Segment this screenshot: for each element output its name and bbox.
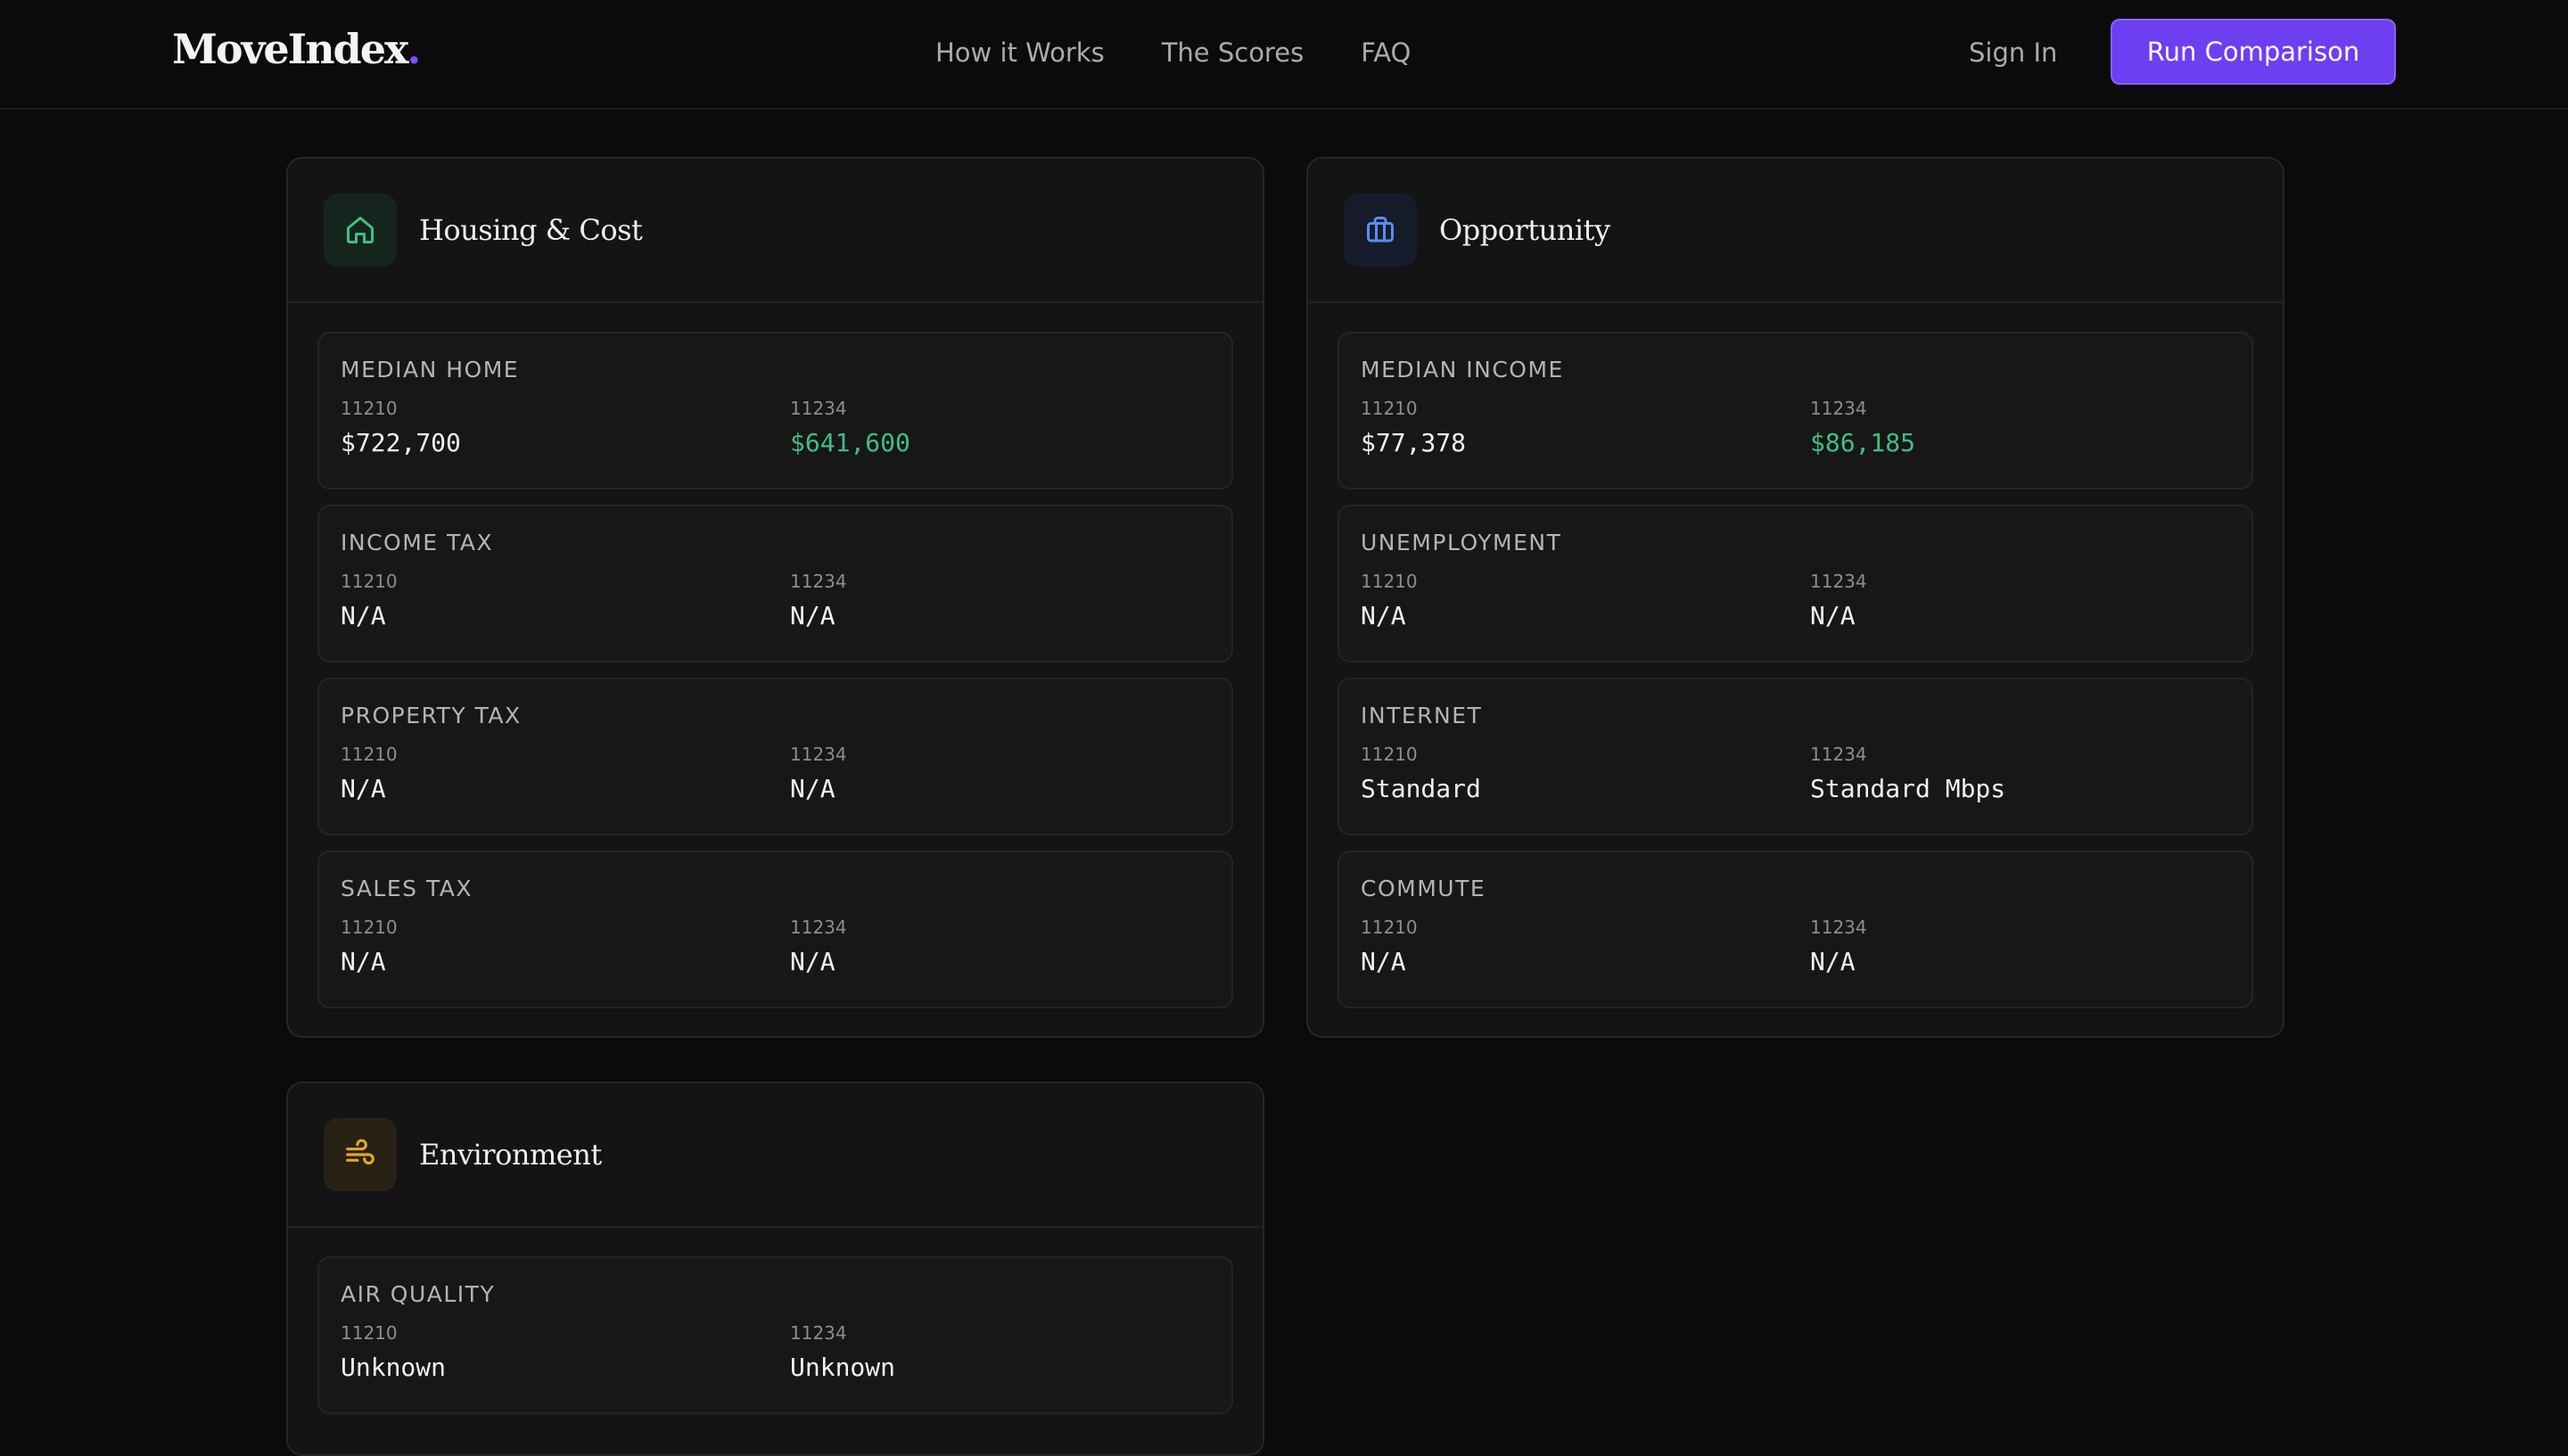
metric-value-a: N/A (1361, 601, 1406, 630)
metric-list: MEDIAN HOME 11210 $722,700 11234 $641,600 INC… (288, 303, 1263, 1008)
metric-value-a: N/A (341, 947, 386, 976)
zip-code-label: 11234 (790, 744, 847, 765)
zip-code-label: 11234 (1810, 917, 1867, 938)
metric-label: SALES TAX (341, 876, 473, 901)
card-title: Environment (419, 1138, 602, 1172)
wind-icon (324, 1118, 397, 1191)
zip-code-label: 11234 (790, 1322, 847, 1344)
zip-a-column: 11210 $722,700 (341, 398, 461, 457)
sign-in-link[interactable]: Sign In (1969, 37, 2058, 68)
zip-code-label: 11234 (790, 398, 847, 419)
zip-code-label: 11210 (1361, 917, 1418, 938)
zip-code-label: 11210 (341, 571, 398, 592)
metric-air-quality: AIR QUALITY 11210 Unknown 11234 Unknown (317, 1256, 1233, 1414)
zip-b-column: 11234 $86,185 (1810, 398, 1915, 457)
zip-code-label: 11210 (1361, 398, 1418, 419)
metric-value-a: N/A (1361, 947, 1406, 976)
home-icon (324, 193, 397, 267)
metric-sales-tax: SALES TAX 11210 N/A 11234 N/A (317, 851, 1233, 1008)
metric-value-b: N/A (1810, 601, 1856, 630)
zip-a-column: 11210 Unknown (341, 1322, 446, 1382)
metric-value-a: N/A (341, 774, 386, 803)
zip-code-label: 11234 (1810, 744, 1867, 765)
logo[interactable]: MoveIndex. (172, 25, 421, 73)
metric-median-income: MEDIAN INCOME 11210 $77,378 11234 $86,185 (1338, 332, 2253, 489)
zip-a-column: 11210 N/A (341, 571, 398, 630)
metric-value-b: Unknown (790, 1353, 896, 1382)
metric-income-tax: INCOME TAX 11210 N/A 11234 N/A (317, 505, 1233, 662)
metric-value-b: N/A (790, 947, 835, 976)
metric-list: MEDIAN INCOME 11210 $77,378 11234 $86,185 UNE… (1308, 303, 2283, 1008)
metric-label: UNEMPLOYMENT (1361, 530, 1562, 555)
zip-code-label: 11234 (1810, 571, 1867, 592)
zip-code-label: 11234 (1810, 398, 1867, 419)
metric-label: COMMUTE (1361, 876, 1486, 901)
metric-property-tax: PROPERTY TAX 11210 N/A 11234 N/A (317, 678, 1233, 835)
metric-value-b: N/A (790, 774, 835, 803)
zip-a-column: 11210 N/A (341, 744, 398, 803)
metric-list: AIR QUALITY 11210 Unknown 11234 Unknown (288, 1228, 1263, 1414)
zip-b-column: 11234 N/A (1810, 917, 1867, 976)
card-header: Housing & Cost (288, 159, 1263, 303)
card-header: Opportunity (1308, 159, 2283, 303)
metric-value-a: $722,700 (341, 428, 461, 457)
zip-a-column: 11210 N/A (1361, 917, 1418, 976)
zip-b-column: 11234 N/A (790, 917, 847, 976)
zip-b-column: 11234 N/A (790, 744, 847, 803)
briefcase-icon (1344, 193, 1417, 267)
metric-commute: COMMUTE 11210 N/A 11234 N/A (1338, 851, 2253, 1008)
logo-dot: . (407, 25, 421, 73)
metric-value-a: Unknown (341, 1353, 447, 1382)
metric-value-b: $86,185 (1810, 428, 1916, 457)
metric-internet: INTERNET 11210 Standard 11234 Standard Mbps (1338, 678, 2253, 835)
metric-value-a: N/A (341, 601, 386, 630)
metric-median-home: MEDIAN HOME 11210 $722,700 11234 $641,600 (317, 332, 1233, 489)
metric-label: INTERNET (1361, 703, 1483, 728)
card-header: Environment (288, 1083, 1263, 1228)
metric-value-b: $641,600 (790, 428, 910, 457)
metric-value-b: N/A (1810, 947, 1856, 976)
zip-code-label: 11210 (341, 398, 398, 419)
card-housing-cost: Housing & Cost MEDIAN HOME 11210 $722,700 1… (286, 157, 1264, 1038)
zip-b-column: 11234 $641,600 (790, 398, 910, 457)
nav-link-the-scores[interactable]: The Scores (1161, 37, 1305, 68)
run-comparison-button[interactable]: Run Comparison (2111, 19, 2396, 85)
zip-code-label: 11210 (341, 744, 398, 765)
zip-code-label: 11210 (341, 1322, 398, 1344)
metric-label: PROPERTY TAX (341, 703, 522, 728)
zip-a-column: 11210 N/A (341, 917, 398, 976)
metric-label: INCOME TAX (341, 530, 494, 555)
card-environment: Environment AIR QUALITY 11210 Unknown 11234… (286, 1082, 1264, 1456)
zip-b-column: 11234 N/A (1810, 571, 1867, 630)
zip-a-column: 11210 N/A (1361, 571, 1418, 630)
metric-value-a: $77,378 (1361, 428, 1467, 457)
zip-code-label: 11210 (1361, 744, 1418, 765)
zip-code-label: 11234 (790, 917, 847, 938)
metric-value-a: Standard (1361, 774, 1481, 803)
card-title: Housing & Cost (419, 213, 643, 247)
zip-b-column: 11234 N/A (790, 571, 847, 630)
zip-a-column: 11210 Standard (1361, 744, 1481, 803)
top-nav: MoveIndex. How it Works The Scores FAQ S… (0, 0, 2568, 110)
nav-links: How it Works The Scores FAQ (935, 0, 1468, 105)
nav-link-faq[interactable]: FAQ (1361, 37, 1412, 68)
zip-a-column: 11210 $77,378 (1361, 398, 1466, 457)
nav-link-how-it-works[interactable]: How it Works (935, 37, 1105, 68)
metric-label: MEDIAN INCOME (1361, 357, 1564, 383)
metric-label: MEDIAN HOME (341, 357, 520, 383)
metric-value-b: N/A (790, 601, 835, 630)
metric-unemployment: UNEMPLOYMENT 11210 N/A 11234 N/A (1338, 505, 2253, 662)
zip-b-column: 11234 Standard Mbps (1810, 744, 2005, 803)
card-title: Opportunity (1439, 213, 1610, 247)
zip-code-label: 11210 (341, 917, 398, 938)
metric-value-b: Standard Mbps (1810, 774, 2006, 803)
card-opportunity: Opportunity MEDIAN INCOME 11210 $77,378 112… (1306, 157, 2284, 1038)
zip-b-column: 11234 Unknown (790, 1322, 895, 1382)
metric-label: AIR QUALITY (341, 1281, 496, 1307)
zip-code-label: 11234 (790, 571, 847, 592)
zip-code-label: 11210 (1361, 571, 1418, 592)
